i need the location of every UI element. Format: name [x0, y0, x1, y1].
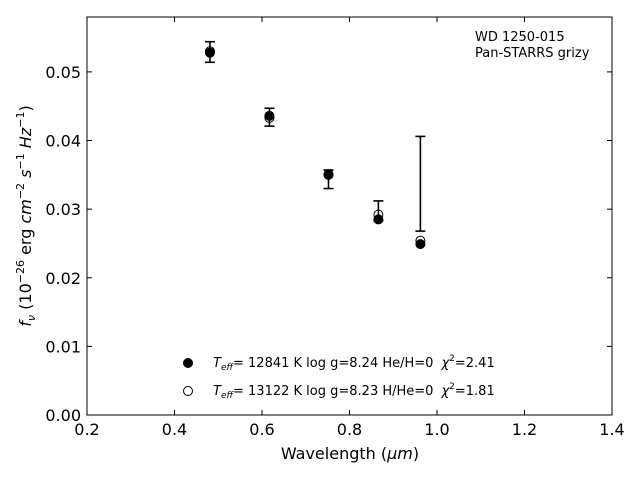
- x-tick-label: 0.6: [249, 420, 274, 439]
- y-axis-label: fν (10−26 erg cm−2 s−1 Hz−1): [14, 105, 38, 326]
- model-point-filled: [264, 110, 275, 121]
- x-axis-label: Wavelength (μm): [281, 444, 419, 463]
- x-tick-label: 1.4: [599, 420, 624, 439]
- annotation-line-1: WD 1250-015: [475, 30, 565, 45]
- model-point-filled: [204, 47, 215, 58]
- legend: Teff= 12841 K log g=8.24 He/H=0 χ2=2.41 T…: [183, 354, 495, 401]
- legend-marker-filled: [183, 358, 193, 368]
- legend-entry-2-chi2: =1.81: [455, 384, 495, 399]
- y-tick-label: 0.00: [45, 406, 81, 425]
- data-points: [204, 46, 426, 250]
- y-tick-label: 0.05: [45, 63, 81, 82]
- model-point-filled: [323, 169, 334, 180]
- axis-ticks: 0.2 0.4 0.6 0.8 1.0 1.2 1.4 0.00 0.01 0.02 0.03 0.0…: [45, 17, 625, 439]
- x-tick-label: 1.2: [512, 420, 537, 439]
- model-point-filled: [373, 214, 384, 225]
- x-tick-label: 0.4: [162, 420, 187, 439]
- legend-entry-2-params: = 13122 K log g=8.23 H/He=0: [233, 384, 433, 399]
- y-tick-label: 0.01: [45, 337, 81, 356]
- y-tick-label: 0.02: [45, 269, 81, 288]
- plot-frame: [86, 16, 613, 416]
- legend-entry-2: Teff= 13122 K log g=8.23 H/He=0 χ2=1.81: [213, 382, 495, 401]
- x-tick-label: 1.0: [424, 420, 449, 439]
- y-tick-label: 0.04: [45, 132, 81, 151]
- legend-entry-1: Teff= 12841 K log g=8.24 He/H=0 χ2=2.41: [213, 354, 495, 373]
- x-tick-label: 0.8: [337, 420, 362, 439]
- legend-entry-1-params: = 12841 K log g=8.24 He/H=0: [233, 356, 433, 371]
- annotation-line-2: Pan-STARRS grizy: [475, 46, 590, 61]
- legend-entry-1-chi2: =2.41: [455, 356, 495, 371]
- y-tick-label: 0.03: [45, 200, 81, 219]
- legend-marker-open: [183, 386, 193, 396]
- model-point-filled: [415, 239, 426, 250]
- x-tick-label: 0.2: [74, 420, 99, 439]
